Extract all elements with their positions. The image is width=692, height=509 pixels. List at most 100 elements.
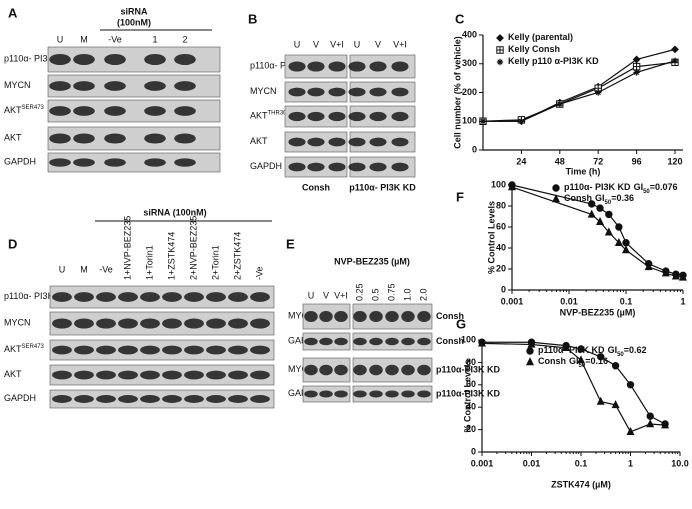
- x-tick-label: 1: [680, 296, 685, 306]
- blot-band: [184, 370, 204, 380]
- blot-band: [140, 345, 160, 355]
- marker: [611, 362, 620, 370]
- blot-band: [369, 111, 387, 122]
- panel-letter: F: [456, 189, 464, 204]
- blot-strip: [47, 74, 221, 98]
- marker: [507, 182, 517, 191]
- blot-header: siRNA (100nM): [143, 207, 206, 217]
- blot-panel: E NVP-BEZ235 (µM) U V V+I 0.25 0.5 0.75 1.0 2.0 MY…: [286, 236, 501, 403]
- blot-strip: [47, 126, 221, 151]
- blot-strip: [49, 339, 275, 361]
- marker: [477, 338, 487, 347]
- x-tick-label: 0.1: [620, 296, 633, 306]
- blot-band: [140, 292, 160, 302]
- blot-band: [307, 137, 325, 147]
- row-label-main: AKT: [250, 136, 268, 146]
- panel-letter: E: [286, 236, 295, 251]
- blot-band: [74, 318, 94, 329]
- lane-label: V+I: [393, 39, 407, 49]
- lane-label: -Ve: [99, 264, 113, 274]
- group-label: Consh: [302, 182, 330, 192]
- blot-band: [417, 390, 431, 398]
- y-axis-label: % Control Levels: [462, 359, 472, 432]
- blot-band: [328, 87, 346, 97]
- blot-band: [304, 390, 318, 398]
- marker: [604, 227, 613, 236]
- y-tick-label: 400: [462, 29, 477, 39]
- lane-label: 0.25: [354, 283, 364, 301]
- y-tick-label: 80: [496, 200, 506, 210]
- blot-band: [184, 345, 204, 355]
- row-label: GAPDH: [250, 161, 282, 171]
- lane-label: V: [375, 39, 381, 49]
- legend-name: p110α- PI3K KD: [564, 182, 631, 192]
- legend-marker: [551, 194, 561, 203]
- row-group-label: p110α-PI3K KD: [436, 388, 501, 398]
- blot-header: siRNA: [120, 6, 148, 16]
- y-tick-label: 60: [466, 379, 476, 389]
- y-tick-label: 60: [496, 221, 506, 231]
- lane-label: M: [80, 264, 88, 274]
- row-label: p110α- PI3K: [4, 291, 54, 301]
- legend-text: p110α- PI3K KD GI50=0.076: [564, 182, 678, 194]
- lane-label: 2: [182, 34, 187, 44]
- marker: [626, 427, 635, 436]
- blot-band: [391, 61, 409, 72]
- marker: [562, 343, 571, 352]
- blot-band: [319, 337, 333, 346]
- blot-band: [319, 311, 333, 322]
- blot-band: [104, 133, 126, 144]
- x-axis-label: ZSTK474 (µM): [551, 479, 611, 489]
- y-tick-label: 0: [472, 144, 477, 154]
- blot-band: [307, 162, 325, 172]
- y-tick-label: 0: [501, 284, 506, 294]
- x-tick-label: 0.1: [575, 458, 588, 468]
- blot-band: [304, 311, 318, 322]
- legend-marker: [496, 58, 504, 66]
- row-label-main: p110α- PI3K: [250, 61, 300, 71]
- blot-band: [162, 292, 182, 302]
- legend-stat: GI: [595, 193, 605, 203]
- blot-strip: [49, 364, 275, 386]
- legend-text: p110α- PI3K KD GI50=0.62: [538, 345, 647, 357]
- legend-stat: GI: [608, 345, 618, 355]
- blot-band: [228, 395, 248, 403]
- x-tick-label: 10.0: [671, 458, 689, 468]
- row-label: AKT: [4, 133, 22, 143]
- blot-band: [73, 81, 95, 91]
- marker: [556, 100, 563, 108]
- x-tick-label: 72: [593, 156, 603, 166]
- x-tick-label: 120: [667, 156, 682, 166]
- legend-marker: [496, 46, 504, 54]
- x-axis-label: Time (h): [566, 166, 601, 176]
- blot-band: [328, 137, 346, 147]
- blot-band: [401, 311, 415, 322]
- row-label-main: MYCN: [288, 364, 315, 374]
- y-axis-label: % Control Levels: [486, 201, 496, 274]
- blot-band: [385, 337, 399, 346]
- blot-band: [334, 390, 348, 398]
- blot-band: [162, 345, 182, 355]
- marker: [626, 381, 635, 389]
- legend-stat-value: =0.16: [585, 356, 608, 366]
- panel-letter: G: [456, 316, 466, 331]
- x-axis-label: NVP-BEZ235 (µM): [560, 307, 636, 317]
- y-tick-label: 80: [466, 357, 476, 367]
- blot-band: [250, 292, 270, 302]
- y-tick-label: 40: [466, 402, 476, 412]
- marker: [632, 55, 641, 64]
- marker: [614, 237, 623, 246]
- row-group-label: p110α-PI3K KD: [436, 364, 501, 374]
- blot-band: [162, 370, 182, 380]
- lane-label: U: [308, 290, 315, 300]
- x-tick-label: 0.001: [471, 458, 494, 468]
- row-group-label: Consh: [436, 311, 464, 321]
- blot-band: [206, 318, 226, 329]
- blot-band: [52, 395, 72, 403]
- chart: C 0 100 200 300 400 24 48 72 96 120 Time (h) Cell nu…: [452, 11, 683, 176]
- blot-band: [206, 345, 226, 355]
- marker: [646, 419, 655, 428]
- blot-band: [140, 318, 160, 329]
